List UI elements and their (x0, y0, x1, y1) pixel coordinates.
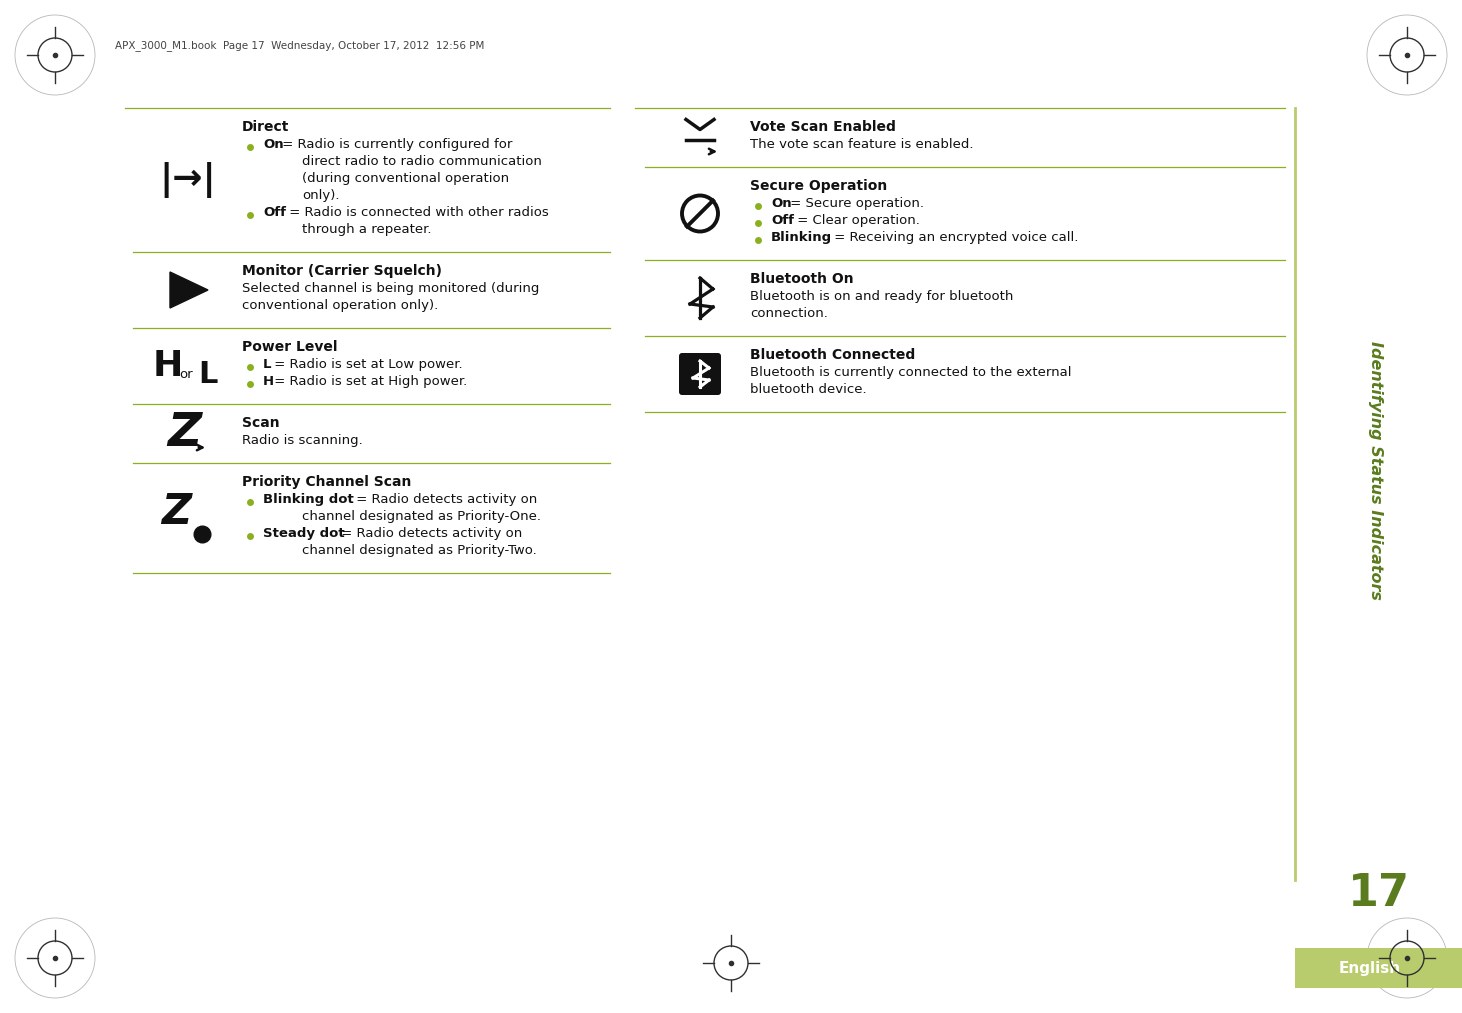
Text: Priority Channel Scan: Priority Channel Scan (243, 475, 411, 489)
Text: Radio is scanning.: Radio is scanning. (243, 434, 363, 447)
Text: L: L (199, 360, 218, 389)
Text: = Clear operation.: = Clear operation. (794, 214, 920, 227)
Text: 17: 17 (1348, 871, 1409, 915)
Text: Power Level: Power Level (243, 340, 338, 354)
Text: direct radio to radio communication: direct radio to radio communication (303, 155, 542, 168)
Text: connection.: connection. (750, 307, 827, 320)
Text: Bluetooth Connected: Bluetooth Connected (750, 348, 915, 362)
Text: = Secure operation.: = Secure operation. (785, 197, 924, 210)
Text: Vote Scan Enabled: Vote Scan Enabled (750, 120, 896, 134)
Text: APX_3000_M1.book  Page 17  Wednesday, October 17, 2012  12:56 PM: APX_3000_M1.book Page 17 Wednesday, Octo… (115, 41, 484, 52)
Text: Bluetooth is on and ready for bluetooth: Bluetooth is on and ready for bluetooth (750, 290, 1013, 303)
Text: Z: Z (161, 491, 192, 533)
Text: = Radio detects activity on: = Radio detects activity on (352, 493, 537, 506)
Text: bluetooth device.: bluetooth device. (750, 383, 867, 396)
Text: = Radio is set at High power.: = Radio is set at High power. (270, 375, 468, 388)
Text: H: H (154, 349, 183, 383)
Text: Off: Off (263, 206, 287, 219)
Text: only).: only). (303, 189, 339, 202)
Text: |→|: |→| (159, 162, 216, 198)
Text: English: English (1339, 960, 1401, 976)
Text: Secure Operation: Secure Operation (750, 179, 887, 193)
Text: Monitor (Carrier Squelch): Monitor (Carrier Squelch) (243, 264, 442, 278)
FancyBboxPatch shape (678, 353, 721, 395)
Text: On: On (263, 138, 284, 151)
Text: = Radio is set at Low power.: = Radio is set at Low power. (270, 358, 463, 371)
Text: Bluetooth On: Bluetooth On (750, 272, 854, 286)
Text: = Receiving an encrypted voice call.: = Receiving an encrypted voice call. (830, 231, 1079, 244)
Text: Blinking dot: Blinking dot (263, 493, 354, 506)
Text: Z: Z (167, 411, 202, 456)
Bar (1295, 948, 1462, 988)
Text: = Radio detects activity on: = Radio detects activity on (338, 527, 522, 540)
Text: Selected channel is being monitored (during: Selected channel is being monitored (dur… (243, 282, 539, 295)
Text: Bluetooth is currently connected to the external: Bluetooth is currently connected to the … (750, 366, 1072, 379)
Text: The vote scan feature is enabled.: The vote scan feature is enabled. (750, 138, 974, 151)
Text: Steady dot: Steady dot (263, 527, 345, 540)
Text: Scan: Scan (243, 416, 279, 430)
Text: Identifying Status Indicators: Identifying Status Indicators (1367, 340, 1383, 600)
Text: On: On (770, 197, 791, 210)
Polygon shape (170, 272, 208, 308)
Text: through a repeater.: through a repeater. (303, 223, 431, 236)
Text: Blinking: Blinking (770, 231, 832, 244)
Text: (during conventional operation: (during conventional operation (303, 172, 509, 185)
Text: H: H (263, 375, 275, 388)
Text: channel designated as Priority-Two.: channel designated as Priority-Two. (303, 544, 537, 557)
Text: = Radio is connected with other radios: = Radio is connected with other radios (285, 206, 548, 219)
Text: or: or (180, 368, 193, 381)
Text: channel designated as Priority-One.: channel designated as Priority-One. (303, 510, 541, 523)
Text: Direct: Direct (243, 120, 289, 134)
Text: Off: Off (770, 214, 794, 227)
Text: L: L (263, 358, 272, 371)
Text: conventional operation only).: conventional operation only). (243, 299, 439, 312)
Text: = Radio is currently configured for: = Radio is currently configured for (278, 138, 512, 151)
